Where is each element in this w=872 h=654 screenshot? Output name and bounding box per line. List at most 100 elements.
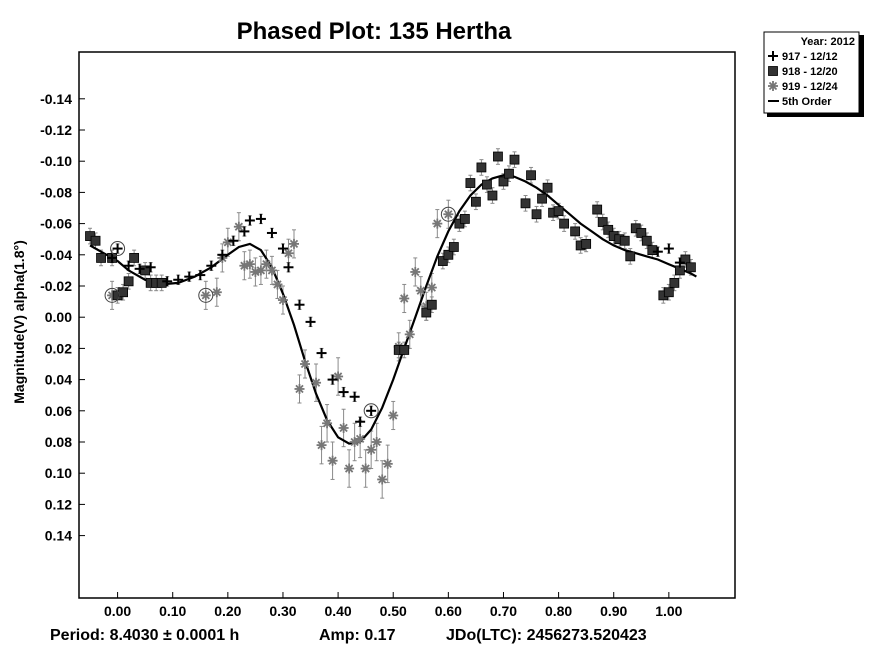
marked-point-circle: [104, 287, 120, 303]
data-point-square: [559, 218, 570, 229]
data-point-square: [526, 170, 536, 181]
data-point-square: [581, 238, 592, 249]
data-point-square: [592, 204, 603, 215]
data-point-asterisk: [327, 455, 338, 466]
data-point-plus: [244, 215, 255, 226]
data-point-plus: [283, 262, 294, 273]
y-axis-ticks: -0.14 -0.12 -0.10 -0.08 -0.06 -0.04 -0.02 0.00 0…: [40, 91, 85, 544]
y-tick-label: -0.14: [40, 91, 72, 107]
data-point-square: [685, 262, 696, 273]
data-point-asterisk: [266, 265, 277, 276]
x-tick-label: 0.40: [324, 603, 351, 619]
legend-marker-plus: [768, 51, 778, 61]
data-point-plus: [145, 262, 156, 273]
data-point-asterisk: [377, 474, 388, 485]
data-point-asterisk: [360, 463, 371, 474]
data-point-asterisk: [277, 295, 288, 306]
data-point-square: [504, 168, 514, 179]
data-point-asterisk: [211, 287, 222, 298]
data-point-plus: [134, 263, 145, 274]
legend-item-919: 919 - 12/24: [768, 81, 839, 93]
legend-label-fit: 5th Order: [782, 96, 832, 108]
marked-point-circle: [363, 403, 379, 419]
legend-label-917: 917 - 12/12: [782, 51, 838, 63]
y-tick-label: -0.06: [40, 216, 72, 232]
x-tick-label: 0.60: [435, 603, 462, 619]
x-tick-label: 0.10: [159, 603, 186, 619]
data-point-square: [487, 190, 498, 201]
data-point-asterisk: [426, 282, 437, 293]
x-tick-label: 0.30: [269, 603, 296, 619]
data-point-square: [482, 179, 492, 190]
data-point-plus: [184, 271, 195, 282]
data-point-square: [531, 209, 542, 220]
data-point-square: [680, 254, 691, 265]
data-point-asterisk: [288, 238, 299, 249]
data-point-plus: [327, 374, 338, 385]
legend-item-917: 917 - 12/12: [768, 51, 838, 63]
data-point-asterisk: [300, 359, 311, 369]
data-point-square: [603, 224, 614, 235]
legend-item-918: 918 - 12/20: [768, 66, 838, 78]
legend-marker-square: [768, 66, 778, 76]
x-axis-ticks: 0.00 0.10 0.20 0.30 0.40 0.50 0.60 0.70 0.80 0.90…: [104, 592, 683, 619]
x-tick-label: 0.70: [490, 603, 517, 619]
data-point-asterisk: [233, 221, 244, 232]
plot-frame: [78, 51, 736, 599]
data-point-square: [426, 299, 437, 310]
data-point-plus: [217, 249, 228, 260]
data-point-asterisk: [355, 433, 366, 444]
data-point-square: [465, 178, 476, 188]
y-tick-label: 0.06: [45, 403, 72, 419]
data-point-square: [520, 198, 531, 209]
data-point-square: [636, 228, 647, 238]
data-point-asterisk: [382, 458, 393, 469]
data-point-plus: [652, 246, 663, 257]
data-point-plus: [349, 391, 360, 402]
data-point-square: [663, 287, 674, 298]
data-point-asterisk: [432, 218, 443, 229]
data-point-plus: [112, 243, 123, 254]
data-point-asterisk: [410, 266, 421, 277]
error-bars: [88, 148, 693, 499]
period-text: Period: 8.4030 ± 0.0001 h: [50, 627, 239, 644]
y-tick-label: 0.12: [45, 496, 72, 512]
data-point-asterisk: [311, 377, 322, 388]
data-point-square: [625, 251, 636, 262]
y-tick-label: 0.04: [45, 372, 72, 388]
data-point-square: [537, 193, 547, 204]
data-point-square: [669, 277, 680, 288]
legend-marker-asterisk: [768, 81, 778, 91]
data-point-asterisk: [272, 279, 283, 290]
marked-point-circle: [198, 287, 214, 303]
x-tick-label: 0.90: [600, 603, 627, 619]
data-point-square: [421, 307, 432, 318]
data-point-asterisk: [404, 329, 415, 340]
y-tick-label: 0.00: [45, 309, 72, 325]
data-point-square: [123, 276, 134, 287]
data-point-plus: [305, 316, 316, 327]
data-point-square: [476, 162, 487, 173]
data-point-square: [399, 345, 410, 355]
y-tick-label: -0.08: [40, 184, 72, 200]
y-tick-label: -0.02: [40, 278, 72, 294]
data-point-square: [570, 226, 581, 237]
jdo-text: JDo(LTC): 2456273.520423: [446, 627, 647, 644]
data-point-square: [437, 256, 448, 266]
marked-point-circle: [440, 206, 456, 222]
data-point-asterisk: [316, 440, 327, 451]
data-point-plus: [674, 257, 685, 268]
data-point-plus: [366, 405, 377, 416]
data-point-square: [542, 182, 553, 193]
y-tick-label: 0.02: [45, 340, 72, 356]
data-point-square: [90, 235, 101, 246]
x-tick-label: 1.00: [655, 603, 682, 619]
x-tick-label: 0.00: [104, 603, 131, 619]
data-point-asterisk: [222, 237, 233, 248]
data-point-asterisk: [200, 290, 211, 301]
data-point-square: [471, 196, 481, 207]
chart-title: Phased Plot: 135 Hertha: [237, 18, 512, 45]
data-point-asterisk: [399, 293, 410, 304]
x-tick-label: 0.80: [545, 603, 572, 619]
data-point-plus: [316, 348, 327, 359]
